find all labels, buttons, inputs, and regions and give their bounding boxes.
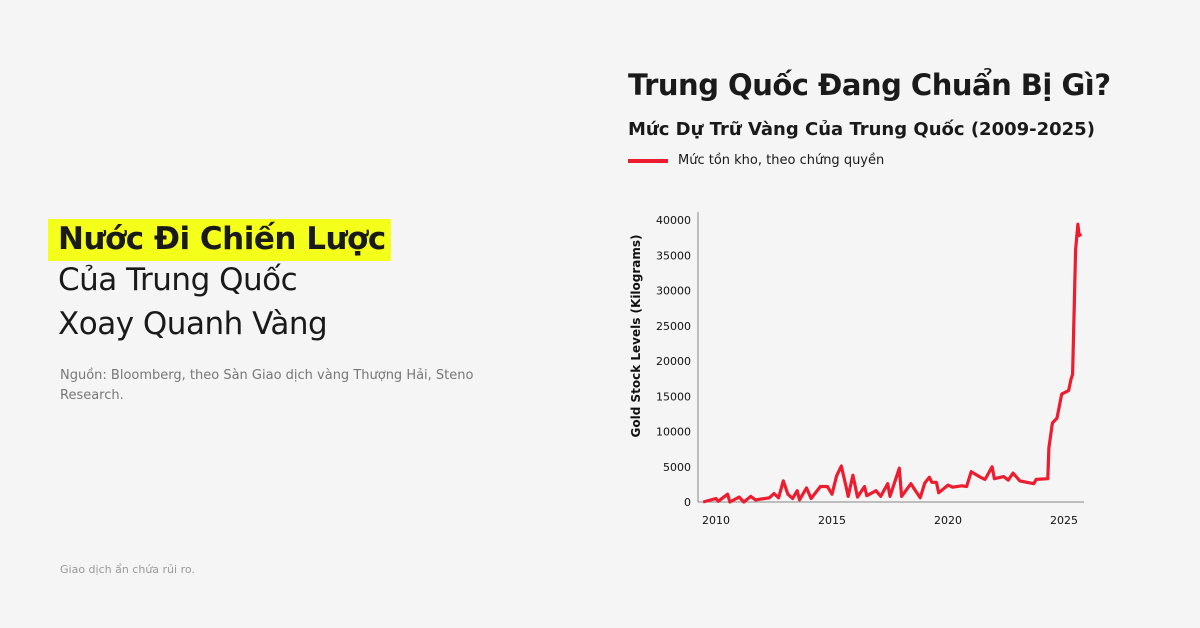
y-tick-label: 25000 xyxy=(656,320,691,333)
x-tick-label: 2025 xyxy=(1050,514,1078,527)
y-tick-label: 15000 xyxy=(656,390,691,403)
x-tick-label: 2020 xyxy=(934,514,962,527)
chart-subtitle: Mức Dự Trữ Vàng Của Trung Quốc (2009-202… xyxy=(628,119,1095,140)
legend-swatch xyxy=(628,158,668,163)
y-tick-label: 35000 xyxy=(656,249,691,262)
headline-line-3: Xoay Quanh Vàng xyxy=(58,306,328,342)
headline-highlight: Nước Đi Chiến Lược xyxy=(48,219,391,261)
y-tick-label: 5000 xyxy=(663,461,691,474)
disclaimer: Giao dịch ẩn chứa rủi ro. xyxy=(60,563,195,576)
y-tick-label: 30000 xyxy=(656,285,691,298)
y-tick-label: 20000 xyxy=(656,355,691,368)
y-tick-label: 0 xyxy=(684,496,691,509)
headline-line-2: Của Trung Quốc xyxy=(58,262,298,298)
x-tick-label: 2015 xyxy=(818,514,846,527)
legend-label: Mức tồn kho, theo chứng quyền xyxy=(678,153,885,168)
legend: Mức tồn kho, theo chứng quyền xyxy=(628,153,884,168)
source-note: Nguồn: Bloomberg, theo Sàn Giao dịch vàn… xyxy=(60,368,474,403)
y-tick-label: 10000 xyxy=(656,426,691,439)
series-line xyxy=(702,222,1083,504)
x-tick-label: 2010 xyxy=(702,514,730,527)
y-axis-label: Gold Stock Levels (Kilograms) xyxy=(629,234,643,437)
y-tick-label: 40000 xyxy=(656,214,691,227)
chart-title: Trung Quốc Đang Chuẩn Bị Gì? xyxy=(628,68,1111,102)
